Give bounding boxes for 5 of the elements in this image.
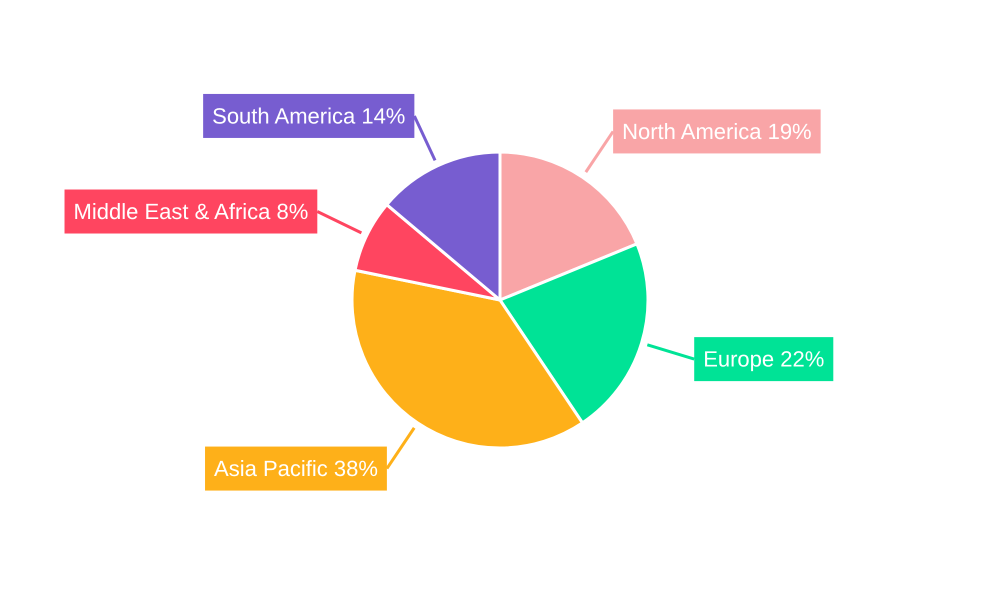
slice-label: Asia Pacific 38% — [214, 456, 378, 482]
slice-label: North America 19% — [622, 118, 812, 144]
slice-label: South America 14% — [212, 103, 406, 128]
slice-label: Middle East & Africa 8% — [74, 199, 308, 224]
slice-label: Europe 22% — [703, 346, 824, 372]
